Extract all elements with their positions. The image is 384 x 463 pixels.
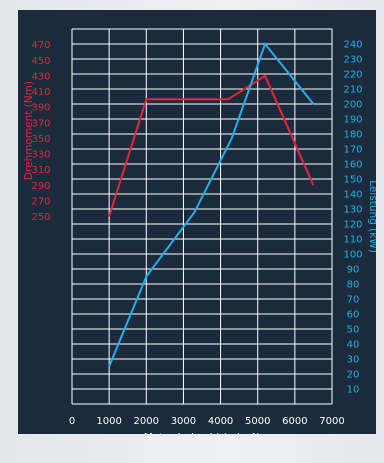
- x-tick-label: 1000: [96, 416, 121, 427]
- y-right-tick-label: 40: [347, 340, 360, 351]
- y-left-tick-label: 470: [31, 40, 50, 51]
- y-right-tick-label: 90: [347, 265, 360, 276]
- x-tick-label: 6000: [282, 416, 307, 427]
- y-right-tick-label: 110: [343, 235, 362, 246]
- x-axis-label: Motordrehzahl (min⁻¹): [144, 432, 261, 434]
- y-right-tick-label: 30: [347, 355, 360, 366]
- y-right-tick-label: 60: [347, 310, 360, 321]
- y-left-tick-label: 290: [31, 181, 50, 192]
- y-right-tick-label: 80: [347, 280, 360, 291]
- torque-power-chart: 0 1000 2000 3000 4000 5000 6000 7000 Motordrehza…: [23, 28, 376, 435]
- y-right-tick-label: 10: [347, 385, 360, 396]
- torque-line: [108, 74, 315, 217]
- y-left-axis-label: Drehmoment (Nm): [23, 81, 35, 180]
- y-left-tick-label: 250: [31, 212, 50, 223]
- y-right-tick-label: 230: [343, 55, 362, 66]
- y-right-tick-label: 240: [343, 40, 362, 51]
- y-right-tick-label: 190: [343, 115, 362, 126]
- power-line: [108, 41, 315, 367]
- y-right-tick-label: 220: [343, 70, 362, 81]
- series-layer: [108, 41, 315, 367]
- x-tick-label: 5000: [245, 416, 270, 427]
- y-right-tick-label: 20: [347, 370, 360, 381]
- y-right-tick-label: 70: [347, 295, 360, 306]
- y-right-tick-label: 130: [343, 205, 362, 216]
- x-tick-label: 0: [69, 416, 75, 427]
- y-left-tick-label: 330: [31, 150, 50, 161]
- y-left-tick-label: 410: [31, 87, 50, 98]
- y-right-tick-label: 180: [343, 130, 362, 141]
- x-tick-label: 7000: [319, 416, 344, 427]
- y-right-axis-label: Leistung (kW): [367, 180, 376, 253]
- y-left-tick-label: 450: [31, 56, 50, 67]
- y-right-tick-label: 100: [343, 250, 362, 261]
- y-right-tick-label: 200: [343, 100, 362, 111]
- y-left-tick-label: 350: [31, 134, 50, 145]
- y-left-tick-label: 430: [31, 71, 50, 82]
- y-right-tick-label: 50: [347, 325, 360, 336]
- y-left-tick-label: 390: [31, 103, 50, 114]
- label-layer: 0 1000 2000 3000 4000 5000 6000 7000 Motordrehza…: [23, 40, 376, 435]
- y-left-tick-label: 370: [31, 118, 50, 129]
- y-right-tick-label: 150: [343, 175, 362, 186]
- x-tick-label: 4000: [208, 416, 233, 427]
- y-left-tick-label: 310: [31, 165, 50, 176]
- y-right-tick-label: 140: [343, 190, 362, 201]
- x-tick-label: 2000: [134, 416, 159, 427]
- chart-panel: 0 1000 2000 3000 4000 5000 6000 7000 Motordrehza…: [18, 10, 376, 434]
- y-right-tick-label: 210: [343, 85, 362, 96]
- x-tick-label: 3000: [171, 416, 196, 427]
- grid-layer: [71, 28, 333, 405]
- y-left-tick-label: 270: [31, 196, 50, 207]
- y-right-tick-label: 120: [343, 220, 362, 231]
- y-right-tick-label: 170: [343, 145, 362, 156]
- y-right-tick-label: 160: [343, 160, 362, 171]
